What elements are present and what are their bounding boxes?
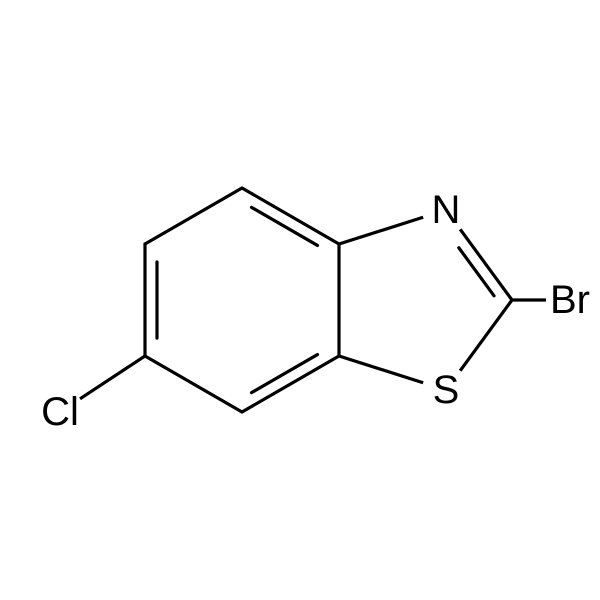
atom-label-br: Br bbox=[550, 278, 590, 322]
atom-label-cl: Cl bbox=[41, 390, 79, 434]
atoms-layer: N S Cl Br bbox=[36, 186, 594, 436]
atom-label-s: S bbox=[433, 368, 460, 412]
atom-label-n: N bbox=[432, 188, 461, 232]
molecule-diagram: N S Cl Br bbox=[0, 0, 600, 600]
bonds-layer bbox=[80, 188, 546, 412]
